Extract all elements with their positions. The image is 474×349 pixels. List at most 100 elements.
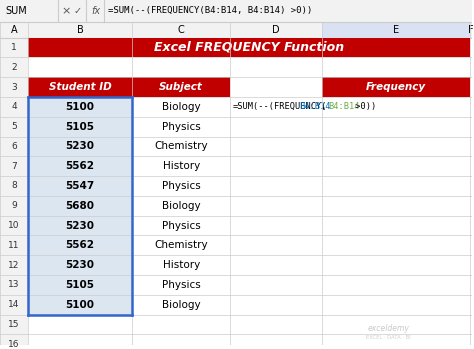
- FancyBboxPatch shape: [470, 117, 472, 136]
- Text: F: F: [468, 25, 474, 35]
- FancyBboxPatch shape: [28, 77, 132, 97]
- FancyBboxPatch shape: [0, 22, 472, 38]
- Text: Biology: Biology: [162, 102, 201, 112]
- FancyBboxPatch shape: [0, 196, 28, 216]
- FancyBboxPatch shape: [322, 136, 470, 156]
- FancyBboxPatch shape: [132, 295, 230, 314]
- FancyBboxPatch shape: [230, 216, 322, 236]
- Text: 8: 8: [11, 181, 17, 191]
- Text: 16: 16: [8, 340, 20, 349]
- Text: D: D: [272, 25, 280, 35]
- FancyBboxPatch shape: [132, 216, 230, 236]
- FancyBboxPatch shape: [132, 255, 230, 275]
- FancyBboxPatch shape: [0, 97, 28, 117]
- FancyBboxPatch shape: [230, 156, 322, 176]
- FancyBboxPatch shape: [132, 216, 230, 236]
- FancyBboxPatch shape: [28, 236, 132, 255]
- FancyBboxPatch shape: [322, 97, 470, 117]
- FancyBboxPatch shape: [132, 38, 230, 57]
- Text: Physics: Physics: [162, 181, 201, 191]
- FancyBboxPatch shape: [0, 136, 28, 156]
- Text: 5562: 5562: [66, 161, 95, 171]
- Text: =SUM(--(FREQUENCY(B4:B14, B4:B14) >0)): =SUM(--(FREQUENCY(B4:B14, B4:B14) >0)): [108, 6, 312, 15]
- FancyBboxPatch shape: [322, 176, 470, 196]
- FancyBboxPatch shape: [470, 176, 472, 196]
- FancyBboxPatch shape: [28, 216, 132, 236]
- FancyBboxPatch shape: [470, 77, 472, 97]
- FancyBboxPatch shape: [470, 57, 472, 77]
- FancyBboxPatch shape: [230, 295, 322, 314]
- Text: 10: 10: [8, 221, 20, 230]
- FancyBboxPatch shape: [470, 236, 472, 255]
- FancyBboxPatch shape: [470, 196, 472, 216]
- FancyBboxPatch shape: [0, 57, 28, 77]
- FancyBboxPatch shape: [28, 295, 132, 314]
- FancyBboxPatch shape: [0, 0, 472, 22]
- FancyBboxPatch shape: [28, 136, 132, 156]
- FancyBboxPatch shape: [0, 334, 28, 349]
- Text: >0)): >0)): [350, 102, 376, 111]
- FancyBboxPatch shape: [230, 38, 322, 57]
- Text: 14: 14: [8, 300, 19, 309]
- FancyBboxPatch shape: [132, 275, 230, 295]
- FancyBboxPatch shape: [230, 97, 322, 117]
- Text: Physics: Physics: [162, 221, 201, 231]
- FancyBboxPatch shape: [28, 314, 132, 334]
- FancyBboxPatch shape: [322, 295, 470, 314]
- Text: exceldemy: exceldemy: [367, 325, 409, 333]
- Text: 5100: 5100: [66, 102, 95, 112]
- FancyBboxPatch shape: [470, 38, 472, 57]
- FancyBboxPatch shape: [230, 57, 322, 77]
- Text: Frequency: Frequency: [366, 82, 426, 92]
- Text: 9: 9: [11, 201, 17, 210]
- FancyBboxPatch shape: [132, 255, 230, 275]
- Text: B4:B14: B4:B14: [328, 102, 360, 111]
- Text: Biology: Biology: [162, 300, 201, 310]
- Text: 5230: 5230: [66, 260, 95, 270]
- FancyBboxPatch shape: [132, 22, 230, 38]
- Text: Biology: Biology: [162, 201, 201, 211]
- FancyBboxPatch shape: [322, 57, 470, 77]
- Text: 11: 11: [8, 241, 20, 250]
- FancyBboxPatch shape: [0, 156, 28, 176]
- FancyBboxPatch shape: [28, 77, 132, 97]
- FancyBboxPatch shape: [28, 117, 132, 136]
- FancyBboxPatch shape: [28, 97, 132, 117]
- Text: Physics: Physics: [162, 280, 201, 290]
- FancyBboxPatch shape: [0, 216, 28, 236]
- FancyBboxPatch shape: [132, 176, 230, 196]
- FancyBboxPatch shape: [0, 22, 28, 38]
- FancyBboxPatch shape: [230, 136, 322, 156]
- FancyBboxPatch shape: [322, 275, 470, 295]
- FancyBboxPatch shape: [470, 275, 472, 295]
- Text: fx: fx: [91, 6, 101, 16]
- FancyBboxPatch shape: [132, 136, 230, 156]
- FancyBboxPatch shape: [230, 117, 322, 136]
- FancyBboxPatch shape: [132, 176, 230, 196]
- Text: 1: 1: [11, 43, 17, 52]
- FancyBboxPatch shape: [132, 77, 230, 97]
- FancyBboxPatch shape: [28, 38, 132, 57]
- Text: 13: 13: [8, 281, 20, 289]
- FancyBboxPatch shape: [470, 314, 472, 334]
- FancyBboxPatch shape: [132, 97, 230, 117]
- Text: 4: 4: [11, 102, 17, 111]
- FancyBboxPatch shape: [28, 156, 132, 176]
- FancyBboxPatch shape: [230, 314, 322, 334]
- FancyBboxPatch shape: [132, 236, 230, 255]
- Text: 5547: 5547: [65, 181, 95, 191]
- Text: EXCEL · DATA · BI: EXCEL · DATA · BI: [366, 335, 410, 340]
- Text: 5230: 5230: [66, 141, 95, 151]
- FancyBboxPatch shape: [230, 236, 322, 255]
- Text: History: History: [163, 260, 200, 270]
- FancyBboxPatch shape: [470, 216, 472, 236]
- FancyBboxPatch shape: [230, 77, 322, 97]
- FancyBboxPatch shape: [28, 176, 132, 196]
- FancyBboxPatch shape: [28, 196, 132, 216]
- FancyBboxPatch shape: [0, 236, 28, 255]
- FancyBboxPatch shape: [132, 117, 230, 136]
- Text: 5680: 5680: [66, 201, 95, 211]
- FancyBboxPatch shape: [28, 22, 132, 38]
- FancyBboxPatch shape: [132, 196, 230, 216]
- FancyBboxPatch shape: [28, 196, 132, 216]
